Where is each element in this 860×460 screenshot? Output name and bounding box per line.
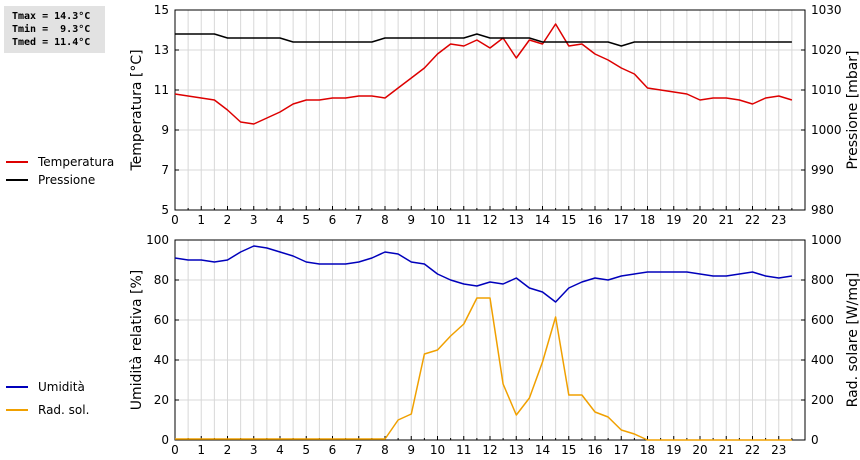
temp-pres-x-tick-label: 23	[771, 213, 786, 227]
hum-rad-y2-tick-label: 1000	[811, 233, 842, 247]
hum-rad-x-tick-label: 7	[355, 443, 363, 457]
temp-pres-x-tick-label: 18	[640, 213, 655, 227]
tmax-text: Tmax = 14.3°C	[12, 11, 91, 22]
temp-pres-x-tick-label: 3	[250, 213, 258, 227]
hum-rad-x-tick-label: 5	[302, 443, 310, 457]
temp-pres-series-1-line	[175, 33, 792, 47]
temp-pres-y2-tick-label: 1030	[811, 3, 842, 17]
temp-pres-x-tick-label: 2	[224, 213, 232, 227]
hum-rad-x-tick-label: 14	[535, 443, 550, 457]
temp-pres-x-tick-label: 9	[407, 213, 415, 227]
temp-pres-x-tick-label: 5	[302, 213, 310, 227]
temp-pres-x-tick-label: 13	[509, 213, 524, 227]
temp-pres-x-tick-label: 19	[666, 213, 681, 227]
hum-rad-y-tick-label: 0	[161, 433, 169, 447]
temp-pres-x-tick-label: 16	[587, 213, 602, 227]
temp-pres-y2-axis-title: Pressione [mbar]	[845, 50, 860, 169]
temp-pres-y-tick-label: 7	[161, 163, 169, 177]
hum-rad-x-tick-label: 4	[276, 443, 284, 457]
temp-pres-y-tick-label: 13	[154, 43, 169, 57]
hum-rad-y2-tick-label: 600	[811, 313, 834, 327]
hum-rad-x-tick-label: 11	[456, 443, 471, 457]
hum-rad-x-tick-label: 16	[587, 443, 602, 457]
hum-rad-x-tick-label: 2	[224, 443, 232, 457]
temp-pres-y-axis-title: Temperatura [°C]	[129, 49, 145, 171]
hum-rad-y-axis-title: Umidità relativa [%]	[129, 270, 145, 411]
hum-rad-y2-tick-label: 400	[811, 353, 834, 367]
hum-rad-x-tick-label: 10	[430, 443, 445, 457]
hum-rad-y2-tick-label: 0	[811, 433, 819, 447]
hum-rad-x-tick-label: 9	[407, 443, 415, 457]
temp-pres-x-tick-label: 6	[329, 213, 337, 227]
temp-pres-x-tick-label: 7	[355, 213, 363, 227]
hum-rad-x-tick-label: 17	[614, 443, 629, 457]
temp-pres-x-tick-label: 11	[456, 213, 471, 227]
tmin-text: Tmin = 9.3°C	[12, 24, 91, 35]
temp-pres-y2-tick-label: 980	[811, 203, 834, 217]
temp-pres-x-tick-label: 1	[197, 213, 205, 227]
temp-pres-x-tick-label: 10	[430, 213, 445, 227]
temp-pres-x-tick-label: 8	[381, 213, 389, 227]
temp-pres-y2-tick-label: 1010	[811, 83, 842, 97]
hum-rad-y-tick-label: 40	[154, 353, 169, 367]
hum-rad-x-tick-label: 19	[666, 443, 681, 457]
temp-pres-x-tick-label: 4	[276, 213, 284, 227]
temp-pres-x-tick-label: 20	[692, 213, 707, 227]
hum-rad-y2-axis-title: Rad. solare [W/mq]	[845, 273, 860, 408]
hum-rad-x-tick-label: 12	[482, 443, 497, 457]
hum-rad-x-tick-label: 1	[197, 443, 205, 457]
temp-pres-x-tick-label: 17	[614, 213, 629, 227]
hum-rad-x-tick-label: 23	[771, 443, 786, 457]
stats-box: Tmax = 14.3°C Tmin = 9.3°C Tmed = 11.4°C	[4, 6, 105, 53]
temp-pres-x-tick-label: 22	[745, 213, 760, 227]
hum-rad-y-tick-label: 100	[146, 233, 169, 247]
hum-rad-y-tick-label: 60	[154, 313, 169, 327]
hum-rad-x-tick-label: 3	[250, 443, 258, 457]
temp-pres-y2-tick-label: 1020	[811, 43, 842, 57]
tmed-text: Tmed = 11.4°C	[12, 37, 91, 48]
hum-rad-legend-label: Umidità	[38, 380, 85, 394]
temp-pres-legend-label: Pressione	[38, 173, 95, 187]
hum-rad-y-tick-label: 20	[154, 393, 169, 407]
hum-rad-x-tick-label: 8	[381, 443, 389, 457]
temp-pres-y-tick-label: 11	[154, 83, 169, 97]
hum-rad-series-1-line	[175, 297, 792, 441]
temp-pres-y2-tick-label: 990	[811, 163, 834, 177]
temp-pres-x-tick-label: 14	[535, 213, 550, 227]
hum-rad-x-tick-label: 6	[329, 443, 337, 457]
temp-pres-x-tick-label: 15	[561, 213, 576, 227]
temp-pres-x-tick-label: 0	[171, 213, 179, 227]
hum-rad-x-tick-label: 13	[509, 443, 524, 457]
hum-rad-x-tick-label: 22	[745, 443, 760, 457]
hum-rad-y2-tick-label: 200	[811, 393, 834, 407]
temp-pres-x-tick-label: 12	[482, 213, 497, 227]
hum-rad-x-tick-label: 15	[561, 443, 576, 457]
temp-pres-y-tick-label: 15	[154, 3, 169, 17]
hum-rad-y2-tick-label: 800	[811, 273, 834, 287]
hum-rad-legend-label: Rad. sol.	[38, 403, 89, 417]
temp-pres-x-tick-label: 21	[719, 213, 734, 227]
temp-pres-y-tick-label: 9	[161, 123, 169, 137]
temp-pres-y-tick-label: 5	[161, 203, 169, 217]
hum-rad-x-tick-label: 0	[171, 443, 179, 457]
temp-pres-series-0-line	[174, 23, 793, 125]
temp-pres-legend-label: Temperatura	[37, 155, 114, 169]
hum-rad-x-tick-label: 21	[719, 443, 734, 457]
temp-pres-y2-tick-label: 1000	[811, 123, 842, 137]
hum-rad-x-tick-label: 20	[692, 443, 707, 457]
hum-rad-y-tick-label: 80	[154, 273, 169, 287]
hum-rad-x-tick-label: 18	[640, 443, 655, 457]
hum-rad-series-0-line	[174, 245, 793, 303]
